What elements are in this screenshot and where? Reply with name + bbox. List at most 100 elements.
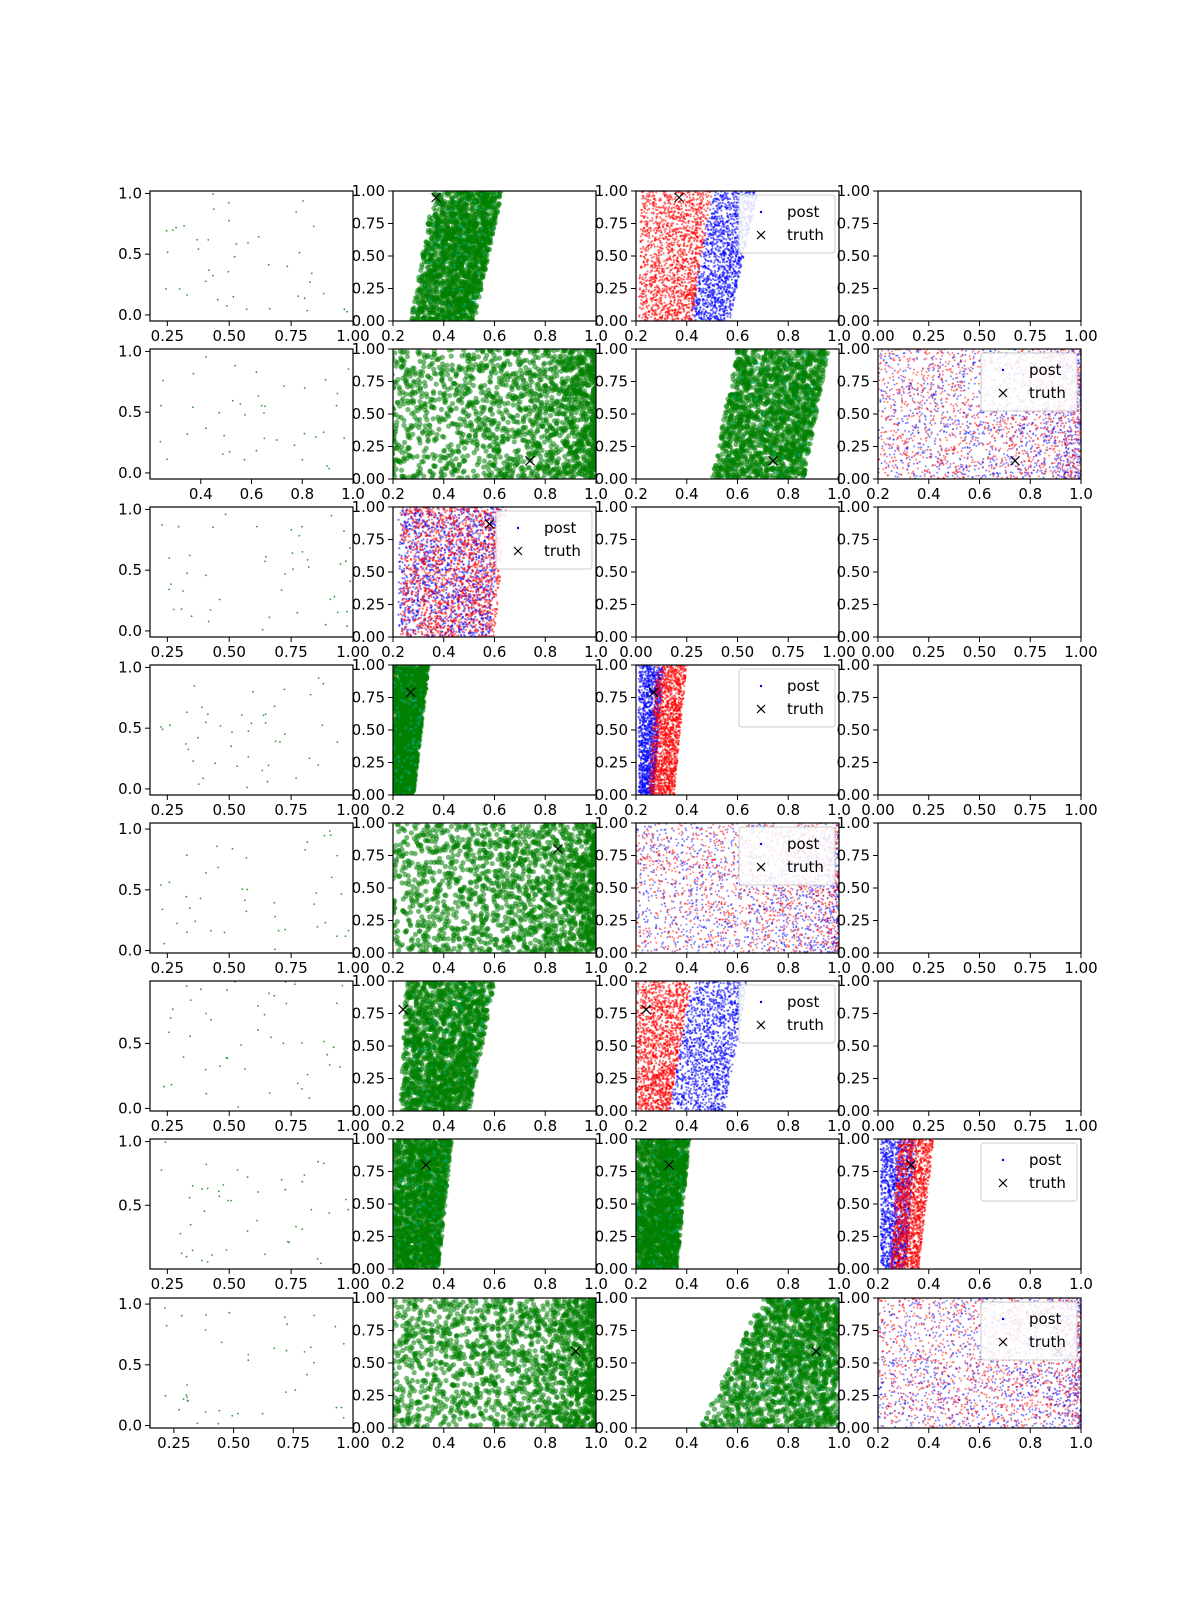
accepted-point <box>426 250 430 254</box>
posterior-point-blue <box>723 257 726 260</box>
posterior-point-red <box>684 265 687 268</box>
posterior-point-blue <box>724 251 727 254</box>
posterior-point-blue <box>723 299 726 302</box>
posterior-point-red <box>668 286 671 289</box>
posterior-point-red <box>654 317 657 320</box>
posterior-point-red <box>655 205 658 208</box>
posterior-point-blue <box>700 295 703 298</box>
posterior-point-blue <box>733 218 736 221</box>
x-tick-label: 0.50 <box>963 327 996 345</box>
sample-point <box>228 450 231 453</box>
sample-point <box>431 268 437 275</box>
posterior-point-red <box>660 218 663 221</box>
sample-point <box>418 306 424 313</box>
posterior-point-blue <box>709 304 712 307</box>
sample-point <box>425 294 431 300</box>
accepted-point <box>473 300 477 304</box>
posterior-point-blue <box>724 285 727 288</box>
sample-point <box>212 208 215 211</box>
posterior-point-red <box>676 250 680 253</box>
posterior-point-red <box>638 277 641 280</box>
sample-point <box>430 305 436 311</box>
posterior-point-blue <box>695 296 698 299</box>
sample-point <box>303 297 306 300</box>
posterior-point-blue <box>723 282 727 285</box>
sample-point <box>450 225 456 231</box>
posterior-point-red <box>671 206 674 209</box>
posterior-point-red <box>659 290 662 293</box>
accepted-point <box>492 226 495 230</box>
legend-post-label: post <box>787 203 820 221</box>
posterior-point-red <box>661 220 664 223</box>
sample-point <box>463 245 469 251</box>
posterior-point-blue <box>725 309 729 312</box>
posterior-point-red <box>682 225 686 228</box>
posterior-point-red <box>676 223 679 226</box>
posterior-point-red <box>643 210 646 213</box>
accepted-point <box>447 304 451 308</box>
posterior-point-red <box>655 257 658 261</box>
posterior-point-red <box>655 191 658 194</box>
sample-point <box>445 229 451 235</box>
sample-point <box>283 385 285 387</box>
posterior-point-red <box>645 204 648 207</box>
posterior-point-blue <box>710 225 714 228</box>
posterior-point-blue <box>721 260 725 263</box>
posterior-point-blue <box>718 199 721 202</box>
posterior-point-blue <box>710 297 713 300</box>
posterior-point-red <box>646 229 649 232</box>
x-tick-label: 0.25 <box>912 327 945 345</box>
posterior-point-blue <box>711 307 714 310</box>
posterior-point-red <box>657 267 660 270</box>
posterior-point-red <box>667 215 670 218</box>
posterior-point-red <box>689 265 692 268</box>
posterior-point-red <box>677 298 680 301</box>
posterior-point-red <box>661 281 664 285</box>
posterior-point-blue <box>713 259 716 262</box>
posterior-point-red <box>645 300 648 303</box>
posterior-point-red <box>644 257 647 260</box>
accepted-point <box>466 244 469 248</box>
y-tick-label: 0.00 <box>837 312 870 330</box>
posterior-point-blue <box>697 312 700 315</box>
axes-frame <box>149 190 354 322</box>
posterior-point-red <box>666 209 669 212</box>
sample-point <box>455 276 461 282</box>
posterior-point-red <box>676 279 679 282</box>
sample-point <box>467 236 473 242</box>
y-tick-label: 0.25 <box>595 280 628 298</box>
posterior-point-red <box>656 229 659 232</box>
posterior-point-red <box>647 304 650 307</box>
posterior-point-blue <box>718 267 721 270</box>
posterior-point-red <box>650 227 653 230</box>
posterior-point-blue <box>731 228 734 231</box>
posterior-point-red <box>650 211 653 214</box>
sample-point <box>439 262 446 268</box>
accepted-point <box>486 246 490 250</box>
posterior-point-red <box>638 314 641 317</box>
posterior-point-red <box>695 226 698 229</box>
posterior-point-red <box>653 245 656 248</box>
posterior-point-red <box>664 317 667 320</box>
accepted-point <box>452 266 456 269</box>
posterior-point-red <box>680 207 683 211</box>
accepted-point <box>445 245 448 249</box>
sample-point <box>243 458 246 461</box>
posterior-point-red <box>685 209 688 212</box>
posterior-point-red <box>686 260 690 263</box>
posterior-point-red <box>679 302 683 305</box>
sample-point <box>227 201 230 204</box>
posterior-point-red <box>661 278 664 281</box>
posterior-point-red <box>702 213 705 216</box>
posterior-point-red <box>665 304 668 307</box>
sample-point <box>477 242 483 248</box>
posterior-point-blue <box>720 295 723 298</box>
posterior-point-blue <box>708 312 711 315</box>
posterior-point-red <box>650 290 653 294</box>
posterior-point-red <box>692 260 695 263</box>
posterior-point-blue <box>731 302 735 306</box>
posterior-point-red <box>687 297 691 300</box>
posterior-point-red <box>652 255 655 258</box>
posterior-point-blue <box>720 303 723 306</box>
posterior-point-blue <box>728 234 731 237</box>
